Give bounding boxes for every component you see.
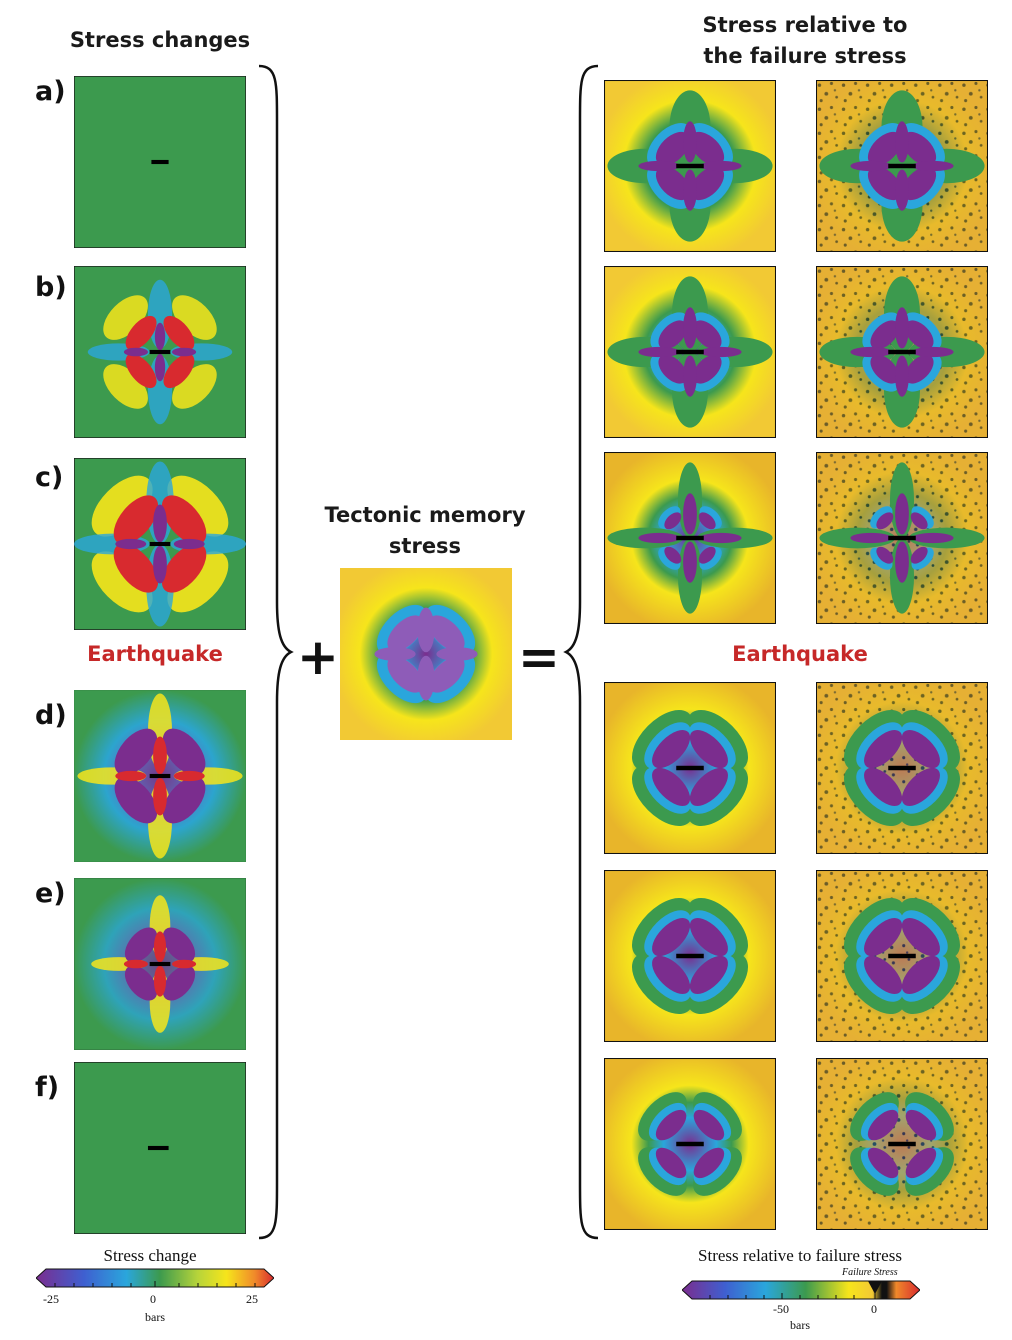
colorbar-left	[36, 1268, 274, 1288]
panel-relative-r1-heterogeneous	[816, 80, 988, 252]
right-brace	[563, 64, 599, 1240]
colorbar-right	[682, 1280, 920, 1300]
panel-relative-r4-smooth	[604, 682, 776, 854]
equals-sign: =	[518, 628, 560, 686]
earthquake-label-left: Earthquake	[87, 642, 223, 666]
failure-stress-marker	[868, 1281, 882, 1294]
tectonic-memory-heading: Tectonic memory stress	[324, 503, 526, 558]
left-brace	[258, 64, 294, 1240]
panel-relative-r6-heterogeneous	[816, 1058, 988, 1230]
panel-relative-r4-heterogeneous	[816, 682, 988, 854]
panel-relative-r5-smooth	[604, 870, 776, 1042]
colorbar-right-tick-zero: 0	[871, 1302, 877, 1316]
panel-b-stress-change	[74, 266, 246, 438]
row-label-d: d)	[35, 700, 67, 731]
panel-e-stress-change	[74, 878, 246, 1050]
panel-relative-r2-heterogeneous	[816, 266, 988, 438]
plus-sign: +	[297, 628, 339, 686]
colorbar-right-unit: bars	[790, 1318, 810, 1332]
colorbar-left-title: Stress change	[103, 1246, 197, 1265]
colorbar-left-unit: bars	[145, 1310, 165, 1324]
panel-d-stress-change	[74, 690, 246, 862]
earthquake-label-right: Earthquake	[732, 642, 868, 666]
panel-relative-r6-smooth	[604, 1058, 776, 1230]
panel-c-stress-change	[74, 458, 246, 630]
colorbar-right-tick-min: -50	[773, 1302, 789, 1316]
colorbar-left-tick-max: 25	[246, 1292, 258, 1306]
row-label-f: f)	[35, 1072, 60, 1103]
row-label-e: e)	[35, 878, 66, 909]
colorbar-right-title: Stress relative to failure stress	[698, 1246, 902, 1265]
row-label-b: b)	[35, 272, 67, 303]
panel-relative-r3-heterogeneous	[816, 452, 988, 624]
panel-a-stress-change	[74, 76, 246, 248]
stress-changes-heading: Stress changes	[69, 28, 251, 52]
row-label-c: c)	[35, 462, 64, 493]
panel-relative-r5-heterogeneous	[816, 870, 988, 1042]
panel-tectonic-memory	[340, 568, 512, 740]
colorbar-left-tick-min: -25	[43, 1292, 59, 1306]
panel-relative-r1-smooth	[604, 80, 776, 252]
panel-relative-r2-smooth	[604, 266, 776, 438]
fault-line	[151, 159, 169, 165]
relative-stress-heading: Stress relative to the failure stress	[702, 13, 908, 68]
panel-f-stress-change	[74, 1062, 246, 1234]
colorbar-right-failure-label: Failure Stress	[842, 1267, 898, 1278]
panel-relative-r3-smooth	[604, 452, 776, 624]
row-label-a: a)	[35, 76, 66, 107]
colorbar-left-tick-zero: 0	[150, 1292, 156, 1306]
